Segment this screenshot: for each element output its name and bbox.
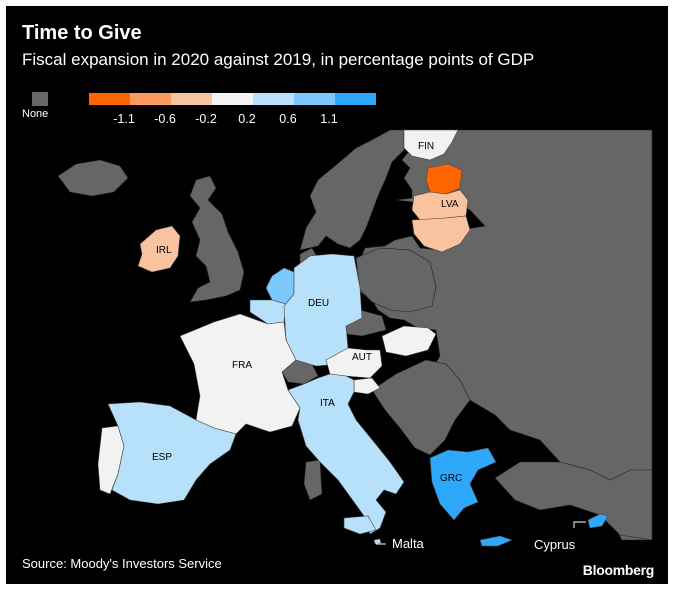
country-shape <box>189 175 245 303</box>
country-italy <box>287 373 405 535</box>
country-greece <box>429 447 497 521</box>
country-malta <box>373 538 382 545</box>
legend-tick-label: -0.6 <box>154 112 176 126</box>
legend-tick-label: 0.2 <box>238 112 256 126</box>
country-label: GRC <box>440 473 462 484</box>
chart-title: Time to Give <box>22 22 142 44</box>
legend-bin-6 <box>335 93 376 105</box>
country-shape <box>355 247 437 313</box>
legend-tick-label: -0.2 <box>195 112 217 126</box>
europe-map: FIN LVA IRL DEU FRA AUT ITA ESP GRC Malt… <box>57 129 653 552</box>
bloomberg-logo: Bloomberg <box>582 562 655 578</box>
country-label: ITA <box>320 398 335 409</box>
chart-subtitle: Fiscal expansion in 2020 against 2019, i… <box>22 50 535 69</box>
source-note: Source: Moody's Investors Service <box>22 556 222 571</box>
legend-tick-label: -1.1 <box>113 112 135 126</box>
country-finland <box>403 129 459 161</box>
legend-bin-0 <box>89 93 130 105</box>
malta-label: Malta <box>392 536 425 551</box>
country-ireland <box>137 225 181 273</box>
legend-none-swatch <box>32 92 48 106</box>
country-label: FIN <box>418 141 434 152</box>
legend-bin-1 <box>130 93 171 105</box>
country-latvia <box>411 189 469 221</box>
legend-bin-2 <box>171 93 212 105</box>
country-france <box>179 313 301 435</box>
cyprus-label: Cyprus <box>534 537 576 552</box>
country-cyprus <box>587 513 609 529</box>
country-label: LVA <box>441 199 459 210</box>
country-shape <box>299 129 405 251</box>
legend-bin-4 <box>253 93 294 105</box>
country-label: IRL <box>156 245 172 256</box>
country-shape <box>371 359 471 456</box>
country-label: FRA <box>232 360 252 371</box>
legend-bin-3 <box>212 93 253 105</box>
country-slovakia <box>381 325 437 357</box>
country-spain <box>107 401 237 505</box>
cyprus-pointer <box>573 521 586 528</box>
legend-bin-5 <box>294 93 335 105</box>
country-crete <box>479 535 513 547</box>
country-label: DEU <box>308 298 329 309</box>
country-shape <box>303 459 323 501</box>
country-lithuania <box>411 215 471 253</box>
legend-none-label: None <box>22 108 49 120</box>
country-shape <box>494 461 653 541</box>
chart-panel: Time to Give Fiscal expansion in 2020 ag… <box>6 6 668 584</box>
country-label: ESP <box>152 452 172 463</box>
country-estonia <box>425 163 463 195</box>
country-sicily <box>343 515 377 535</box>
country-label: AUT <box>352 352 372 363</box>
legend-tick-label: 1.1 <box>320 112 338 126</box>
legend-tick-label: 0.6 <box>279 112 297 126</box>
country-shape <box>57 159 129 197</box>
legend-color-scale <box>89 93 376 105</box>
